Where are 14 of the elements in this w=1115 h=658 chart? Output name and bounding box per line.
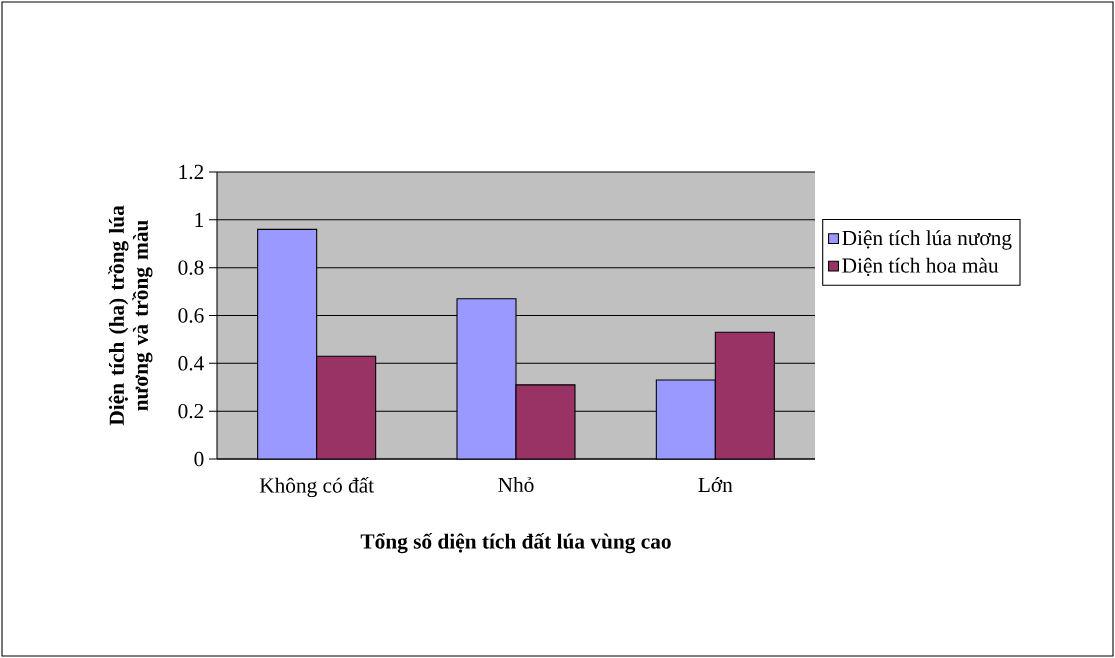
y-tick-label: 0.4 (178, 356, 204, 371)
x-tick-label: Không có đất (259, 477, 374, 498)
x-tick-label: Nhỏ (498, 477, 534, 493)
y-tick-label: 0.6 (178, 308, 204, 323)
y-tick-label: 1 (195, 212, 204, 227)
y-tick-label: 0.2 (178, 403, 204, 419)
x-axis-title: Tổng số diện tích đất lúa vùng cao (360, 532, 671, 554)
y-tick-label: 0 (194, 451, 204, 467)
y-tick-label: 1.2 (179, 164, 204, 180)
x-tick-label: Lớn (698, 477, 733, 493)
legend-label: Diện tích lúa nương (842, 230, 1012, 250)
y-axis-title: Diện tích (ha) trồng lúa nương và trồng màu (108, 205, 153, 426)
legend-label: Diện tích hoa màu (842, 257, 999, 277)
y-tick-label: 0.8 (178, 260, 204, 275)
